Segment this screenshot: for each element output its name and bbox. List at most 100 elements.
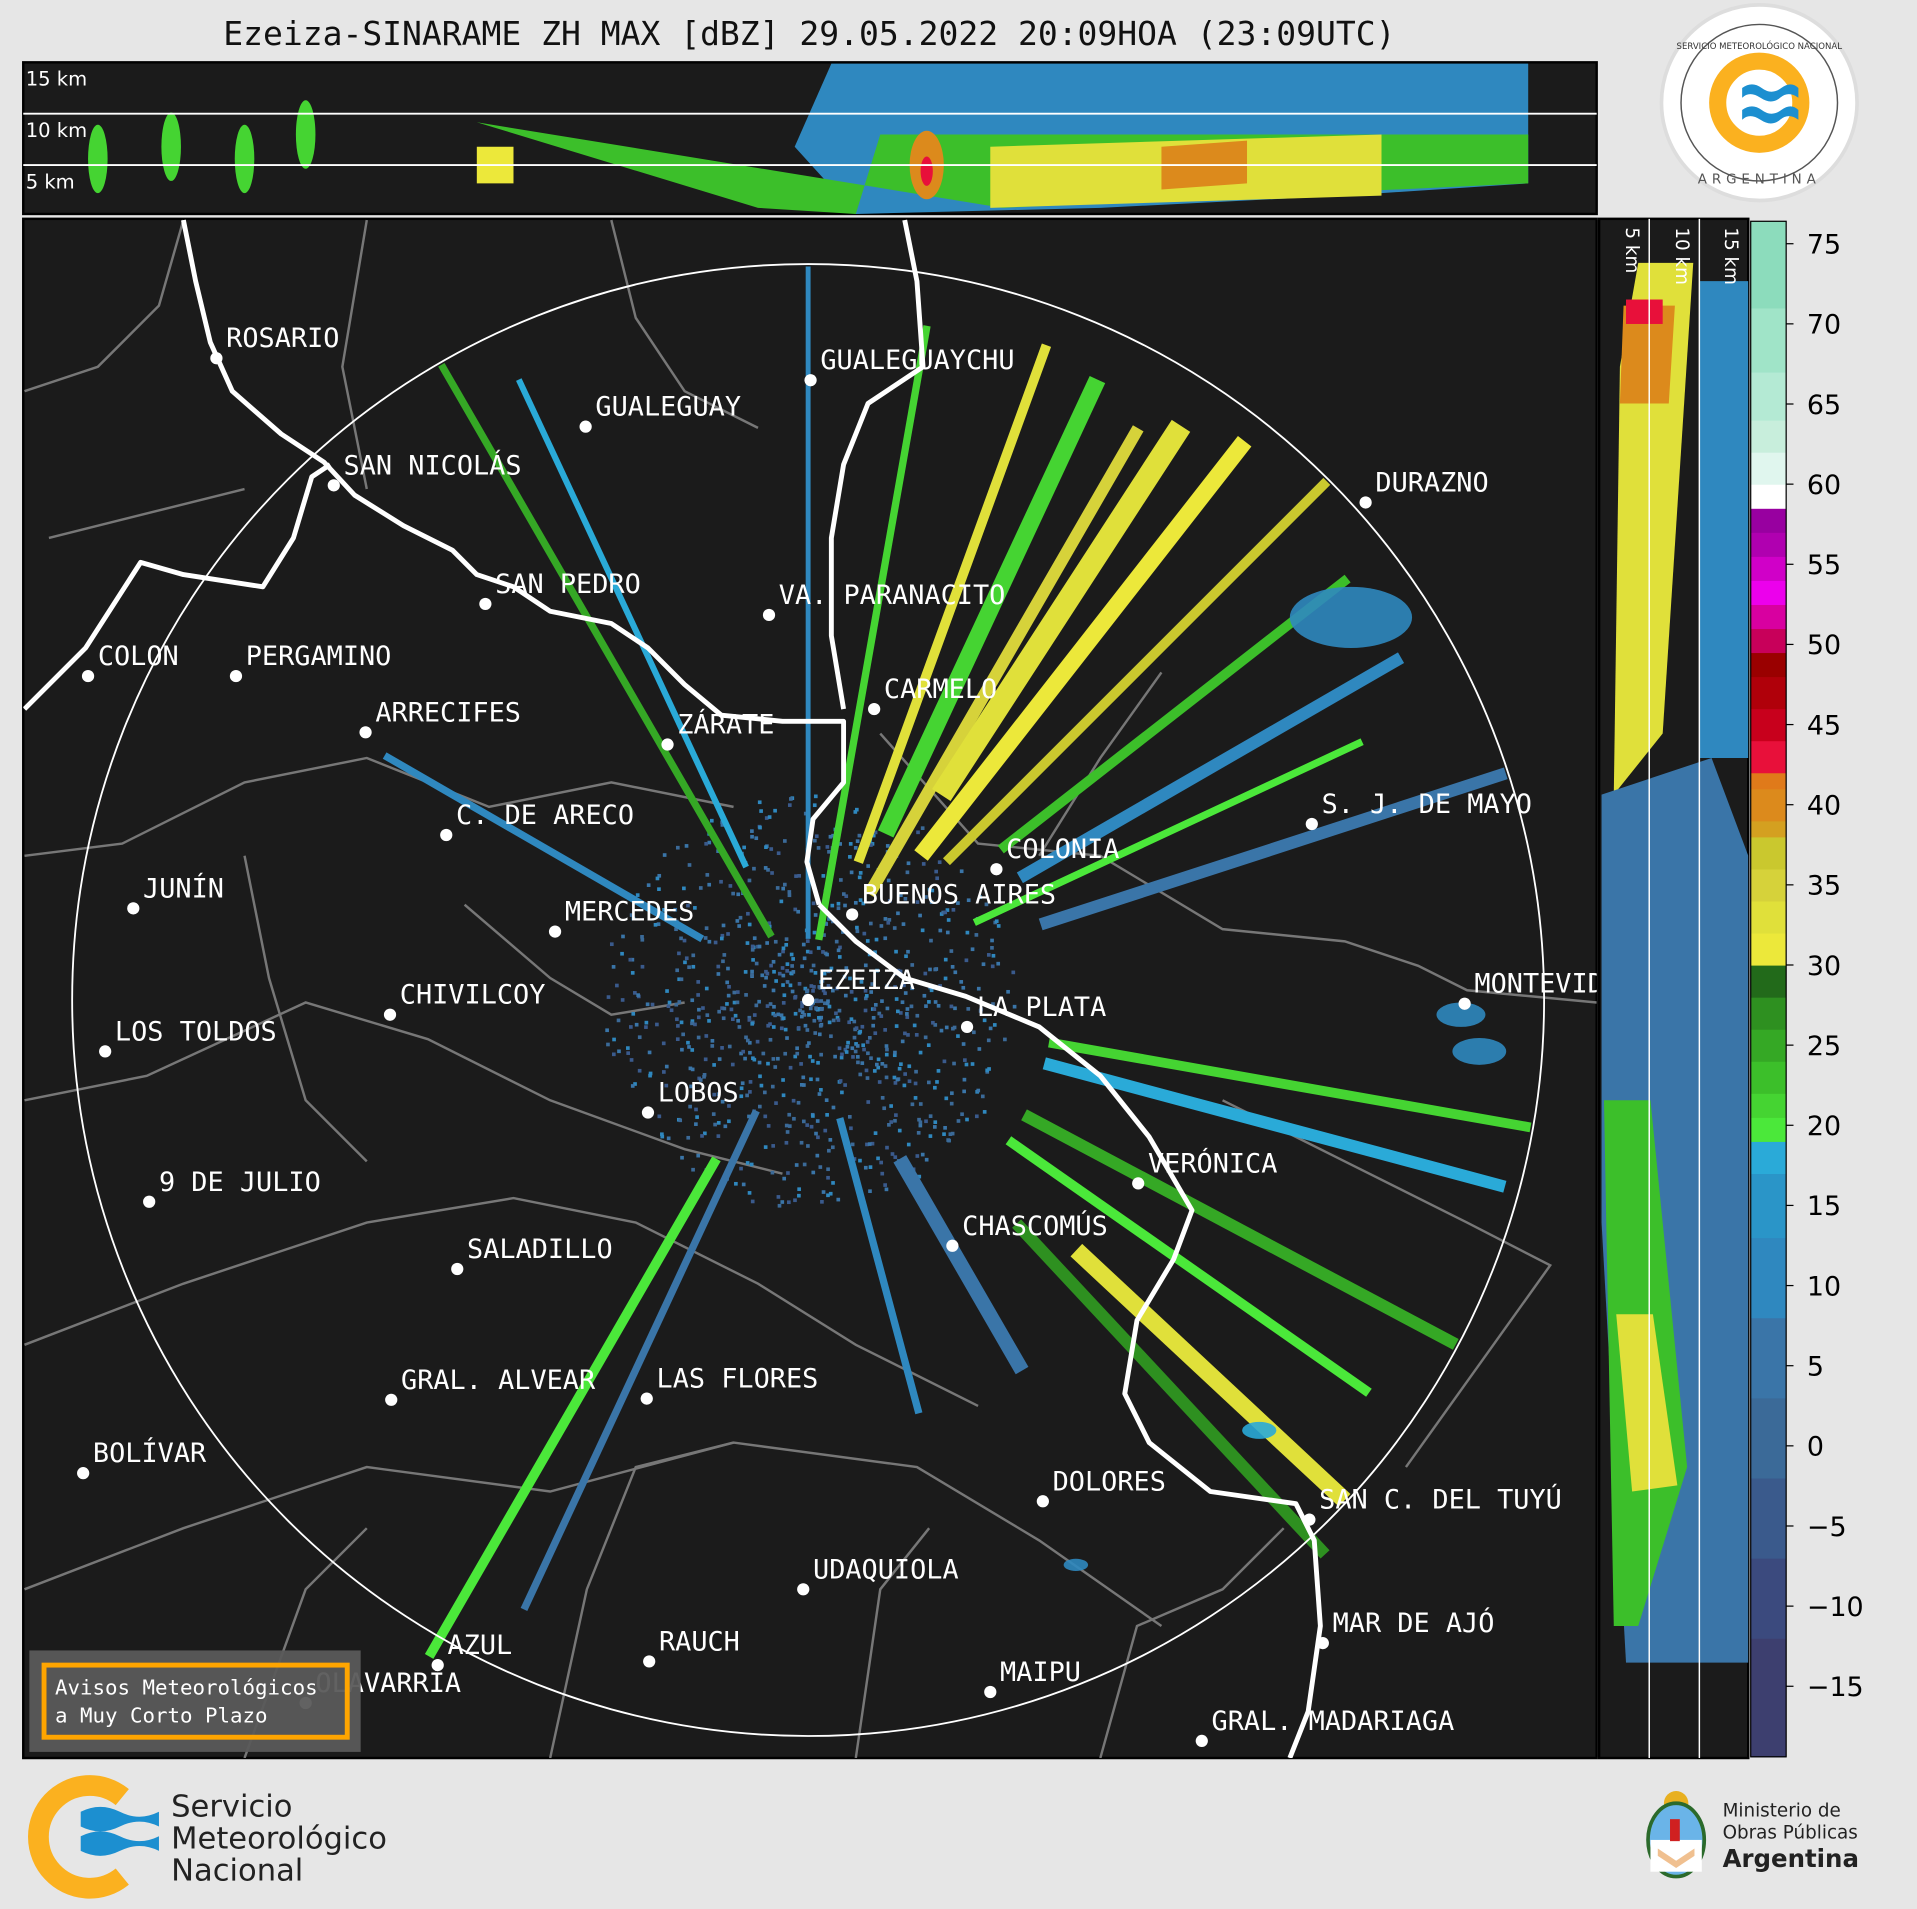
clutter-pixel	[841, 930, 845, 934]
city-label: 9 DE JULIO	[159, 1167, 321, 1198]
clutter-pixel	[763, 1114, 768, 1119]
clutter-pixel	[633, 1082, 637, 1086]
colorbar-tick-label: 25	[1807, 1031, 1841, 1062]
city-dot-icon	[1458, 997, 1471, 1010]
clutter-pixel	[808, 1054, 812, 1059]
clutter-pixel	[769, 847, 774, 851]
city-label: GUALEGUAYCHU	[820, 345, 1014, 376]
clutter-pixel	[933, 1125, 937, 1129]
side-label-5km: 5 km	[1621, 227, 1642, 273]
clutter-pixel	[817, 1015, 821, 1020]
clutter-pixel	[965, 1117, 969, 1122]
city-dot-icon	[210, 352, 223, 365]
clutter-pixel	[710, 1038, 715, 1043]
clutter-pixel	[880, 999, 884, 1003]
clutter-pixel	[775, 886, 780, 890]
clutter-pixel	[873, 1131, 878, 1135]
clutter-pixel	[739, 1086, 744, 1091]
clutter-pixel	[953, 1006, 957, 1011]
clutter-pixel	[704, 986, 709, 991]
smn-seal-logo: ARGENTINA SERVICIO METEOROLÓGICO NACIONA…	[1659, 3, 1859, 203]
city-dot-icon	[1316, 1636, 1329, 1650]
clutter-pixel	[871, 833, 876, 838]
clutter-pixel	[746, 911, 750, 916]
colorbar-bin	[1750, 932, 1787, 966]
clutter-pixel	[707, 1019, 711, 1023]
clutter-pixel	[721, 1016, 726, 1021]
clutter-pixel	[611, 965, 616, 969]
clutter-pixel	[620, 951, 624, 956]
clutter-pixel	[690, 1067, 695, 1072]
clutter-pixel	[809, 968, 814, 973]
clutter-pixel	[721, 923, 726, 928]
clutter-pixel	[769, 963, 773, 968]
clutter-pixel	[702, 1072, 707, 1077]
clutter-pixel	[885, 1047, 889, 1052]
coastline	[181, 219, 847, 906]
city-label: COLON	[98, 641, 179, 672]
clutter-pixel	[900, 1039, 905, 1044]
clutter-pixel	[893, 1081, 898, 1085]
clutter-pixel	[910, 1102, 915, 1107]
clutter-pixel	[939, 1028, 944, 1033]
clutter-pixel	[787, 893, 792, 898]
city-dot-icon	[846, 908, 859, 921]
clutter-pixel	[754, 961, 759, 966]
clutter-pixel	[737, 1025, 742, 1029]
clutter-pixel	[750, 834, 754, 839]
clutter-pixel	[786, 1171, 790, 1175]
city-label: SALADILLO	[467, 1234, 613, 1265]
clutter-pixel	[886, 878, 891, 883]
clutter-pixel	[787, 803, 792, 807]
clutter-pixel	[637, 1035, 642, 1040]
clutter-pixel	[828, 1191, 833, 1196]
clutter-pixel	[944, 1096, 949, 1101]
warning-box[interactable]: Avisos Meteorológicos a Muy Corto Plazo	[29, 1650, 361, 1752]
clutter-pixel	[802, 1013, 807, 1017]
clutter-pixel	[849, 1017, 854, 1022]
clutter-pixel	[712, 1092, 717, 1097]
clutter-pixel	[905, 1015, 910, 1019]
clutter-pixel	[655, 1022, 659, 1027]
colorbar-tick-label: 10	[1807, 1271, 1841, 1302]
clutter-pixel	[770, 1084, 775, 1089]
clutter-pixel	[985, 1068, 990, 1073]
clutter-pixel	[898, 1011, 903, 1015]
clutter-pixel	[825, 845, 830, 849]
clutter-pixel	[781, 949, 785, 954]
clutter-pixel	[801, 1075, 806, 1080]
clutter-pixel	[820, 1199, 824, 1204]
clutter-pixel	[705, 1013, 710, 1017]
clutter-pixel	[716, 972, 721, 976]
clutter-pixel	[898, 969, 903, 974]
clutter-pixel	[917, 1117, 921, 1122]
height-label-15km: 15 km	[26, 68, 87, 91]
clutter-pixel	[1011, 970, 1016, 975]
city-dot-icon	[431, 1658, 444, 1672]
clutter-pixel	[777, 952, 782, 957]
clutter-pixel	[943, 910, 948, 915]
clutter-pixel	[741, 1049, 746, 1054]
clutter-pixel	[747, 1015, 752, 1020]
clutter-pixel	[764, 816, 769, 820]
clutter-pixel	[726, 993, 731, 998]
clutter-pixel	[673, 907, 678, 912]
clutter-pixel	[996, 924, 1001, 928]
city-dot-icon	[81, 669, 95, 683]
city-dot-icon	[661, 738, 674, 751]
clutter-pixel	[820, 979, 825, 983]
clutter-pixel	[827, 1004, 832, 1009]
top-cross-section-echoes	[88, 63, 1529, 214]
clutter-pixel	[845, 1044, 850, 1049]
clutter-pixel	[790, 989, 795, 994]
city-marker: VA. PARANACITO	[762, 580, 1005, 622]
clutter-pixel	[949, 1004, 954, 1009]
clutter-pixel	[784, 937, 789, 941]
clutter-pixel	[863, 1008, 868, 1013]
colorbar-tick-label: 65	[1807, 390, 1841, 421]
clutter-pixel	[655, 876, 660, 881]
clutter-pixel	[799, 1082, 804, 1087]
city-marker: COLONIA	[990, 834, 1119, 876]
clutter-pixel	[938, 928, 943, 933]
